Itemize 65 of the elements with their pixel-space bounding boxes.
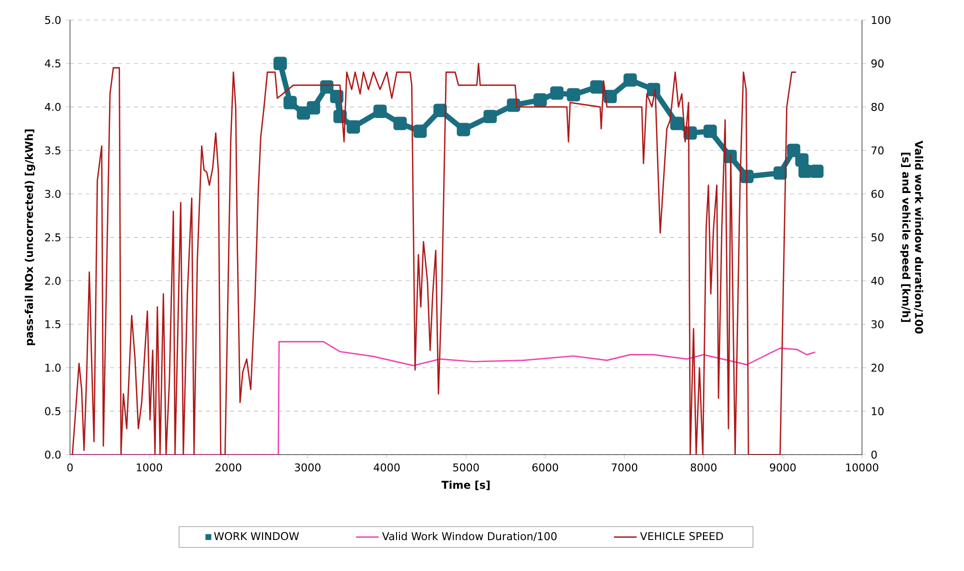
- x-tick-label: 0: [67, 464, 73, 472]
- point: [274, 56, 287, 70]
- y-axis-title: pass-fail NOx (uncorrected) [g/kWh]: [24, 130, 36, 346]
- y2-tick-label: 80: [871, 103, 884, 112]
- point: [798, 164, 812, 178]
- y-tick-label: 1.5: [46, 320, 60, 328]
- x-tick-label: 4000: [374, 464, 400, 472]
- x-tick-label: 9000: [770, 464, 796, 472]
- x-tick-label: 3000: [294, 464, 320, 472]
- x-tick-label: 10000: [846, 464, 878, 472]
- y-tick-label: 4.5: [44, 60, 60, 68]
- y2-tick-label: 70: [872, 146, 884, 155]
- legend-label: VEHICLE SPEED: [640, 532, 724, 540]
- point: [373, 104, 387, 118]
- point: [413, 124, 427, 138]
- y2-tick-label: 40: [871, 276, 884, 285]
- x-tick-label: 8000: [690, 464, 716, 472]
- y-tick-label: 5.0: [45, 16, 61, 24]
- y-tick-label: 0.0: [45, 450, 61, 459]
- point: [306, 101, 320, 115]
- point: [550, 86, 564, 100]
- legend-label: WORK WINDOW: [214, 532, 299, 540]
- point: [774, 166, 787, 180]
- y2-tick-label: 50: [872, 233, 884, 242]
- line-series: [72, 62, 797, 455]
- point: [433, 104, 447, 118]
- y2-tick-label: 30: [872, 320, 884, 328]
- point: [346, 120, 360, 134]
- point: [284, 96, 297, 110]
- point: [704, 124, 717, 138]
- x-tick-label: 5000: [453, 464, 479, 472]
- point: [603, 90, 617, 104]
- y2-tick-label: 100: [872, 16, 890, 24]
- point: [810, 164, 824, 178]
- y2-tick-label: 0: [871, 450, 877, 459]
- y-tick-label: 2.0: [45, 276, 61, 285]
- point: [393, 116, 407, 130]
- legend-label: Valid Work Window Duration/100: [382, 532, 557, 542]
- point: [624, 73, 637, 87]
- y2-tick-label: 60: [871, 190, 884, 198]
- point: [786, 144, 800, 158]
- y-tick-label: 3.5: [45, 146, 60, 155]
- y2-axis-title: Valid work window duration/100 [s] and vehicle speed [km/h]: [900, 140, 924, 334]
- y-tick-label: 2.5: [45, 233, 60, 242]
- y-tick-label: 0.5: [45, 407, 60, 416]
- y2-tick-label: 90: [871, 60, 884, 68]
- x-axis-title: Time [s]: [442, 480, 490, 490]
- x-tick-label: 6000: [532, 464, 558, 472]
- x-tick-label: 7000: [612, 464, 638, 472]
- point: [296, 106, 310, 120]
- y2-tick-label: 10: [872, 407, 884, 416]
- y-tick-label: 3.0: [45, 190, 61, 198]
- y-tick-label: 4.0: [44, 103, 61, 112]
- point: [670, 116, 684, 130]
- point: [483, 110, 497, 124]
- line-series: [70, 341, 816, 455]
- point: [456, 123, 470, 136]
- x-tick-label: 2000: [216, 464, 242, 472]
- x-tick-label: 1000: [136, 464, 162, 472]
- point: [566, 88, 580, 102]
- y2-tick-label: 20: [871, 364, 884, 372]
- y-tick-label: 1.0: [46, 364, 61, 372]
- point: [795, 153, 809, 167]
- point: [590, 80, 604, 94]
- point: [534, 93, 547, 107]
